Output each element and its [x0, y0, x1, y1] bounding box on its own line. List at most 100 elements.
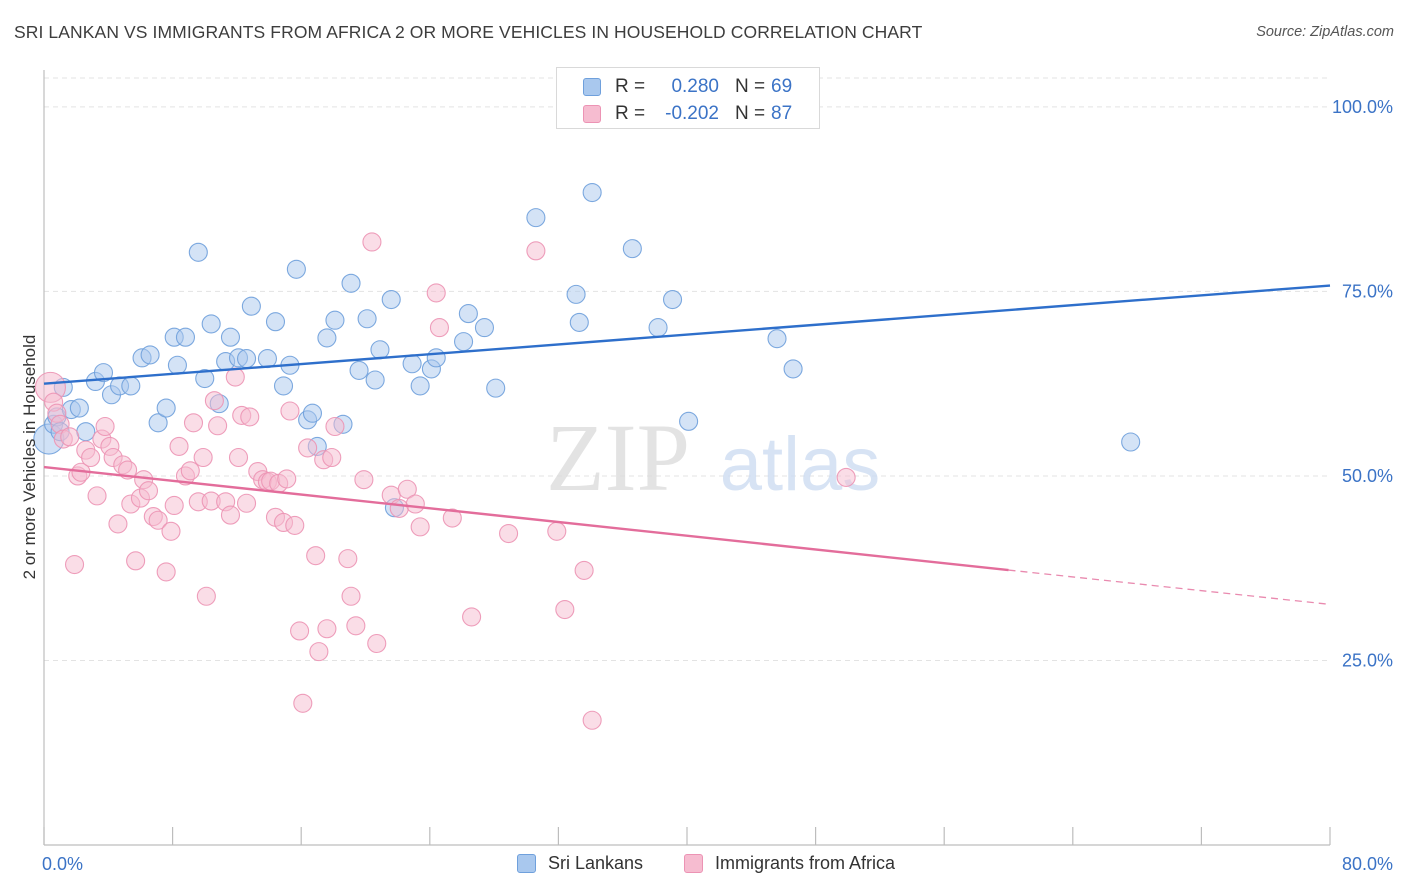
sri-lankans-point [195, 368, 215, 389]
immigrants-from-africa-point [164, 495, 184, 516]
sri-lankans-point [167, 355, 187, 375]
trend-lines [43, 284, 1331, 606]
n-value: 69 [771, 76, 793, 97]
sri-lankans-point [365, 370, 385, 390]
y-tick-label: 50.0% [1342, 466, 1393, 486]
immigrants-from-africa-point [426, 283, 446, 303]
sri-lankans-point [241, 296, 261, 316]
immigrants-from-africa-point [169, 436, 189, 456]
sri-lankans-point [148, 413, 168, 433]
sri-lankans-point [1121, 432, 1141, 452]
legend-row-immigrants-from-africa: R = -0.202 N = 87 [557, 100, 819, 128]
immigrants-from-africa-point [298, 438, 318, 458]
sri-lankans-point [156, 398, 176, 418]
sri-lankans-point [220, 327, 241, 347]
legend-label: Immigrants from Africa [715, 853, 896, 873]
immigrants-from-africa-point [183, 413, 204, 433]
sri-lankans-point [426, 348, 446, 368]
sri-lankans-point [569, 312, 589, 332]
sri-lankans-point [325, 310, 345, 330]
trend-line-solid [43, 465, 1009, 572]
legend-row-sri-lankans: R = 0.280 N = 69 [557, 73, 819, 101]
y-tick-label: 100.0% [1332, 97, 1393, 117]
immigrants-from-africa-point [148, 510, 168, 530]
legend-swatch-pink [684, 854, 703, 873]
immigrants-from-africa-point [220, 505, 241, 525]
trend-line-solid [43, 284, 1331, 385]
sri-lankans-point [454, 332, 474, 352]
immigrants-from-africa-point [547, 521, 567, 541]
legend-label: Sri Lankans [548, 853, 644, 873]
immigrants-from-africa-point [526, 241, 546, 261]
watermark-atlas: atlas [720, 422, 881, 507]
immigrants-from-africa-point [442, 508, 462, 528]
sri-lankans-point [175, 327, 196, 347]
n-label: N = [735, 103, 766, 124]
immigrants-from-africa-point [405, 494, 425, 514]
immigrants-from-africa-point [574, 560, 594, 580]
legend-swatch-blue [517, 854, 536, 873]
source-credit: Source: ZipAtlas.com [1256, 24, 1394, 40]
trend-line-dashed [1008, 569, 1331, 606]
sri-lankans-point [341, 273, 361, 293]
immigrants-from-africa-point [346, 616, 366, 636]
sri-lankans-point [349, 360, 369, 380]
r-label: R = [615, 76, 646, 97]
immigrants-from-africa-point [290, 621, 310, 641]
sri-lankans-point [622, 239, 642, 259]
immigrants-from-africa-point [240, 407, 260, 427]
immigrants-from-africa-point [354, 470, 374, 490]
sri-lankans-point [317, 328, 337, 348]
sri-lankans-point [93, 363, 114, 383]
immigrants-from-africa-point [156, 562, 176, 582]
sri-lankans-point [76, 422, 96, 442]
immigrants-from-africa-point [306, 546, 326, 566]
sri-lankans-point [286, 259, 306, 279]
immigrants-from-africa-point [126, 551, 146, 571]
y-tick-label: 25.0% [1342, 650, 1393, 670]
sri-lankans-point [402, 354, 422, 374]
immigrants-from-africa-point [208, 416, 228, 436]
legend-swatch-pink [583, 105, 601, 123]
sri-lankans-point [582, 182, 602, 203]
sri-lankans-point [257, 349, 277, 369]
sri-lankans-point [474, 318, 495, 338]
sri-lankans-point [767, 329, 787, 349]
r-label: R = [615, 103, 646, 124]
sri-lankans-point [410, 376, 430, 396]
immigrants-from-africa-point [367, 633, 387, 654]
x-tick-label-min: 0.0% [42, 854, 83, 874]
series-1 [34, 232, 856, 730]
sri-lankans-point [188, 242, 208, 262]
sri-lankans-point [648, 318, 668, 338]
y-tick-label: 75.0% [1342, 281, 1393, 301]
immigrants-from-africa-point [87, 486, 107, 506]
legend-swatch-blue [583, 78, 601, 96]
sri-lankans-point [458, 304, 478, 324]
axes [43, 70, 1331, 846]
immigrants-from-africa-point [64, 554, 85, 575]
immigrants-from-africa-point [499, 523, 519, 544]
sri-lankans-point [783, 359, 803, 379]
x-tick-label-max: 80.0% [1342, 854, 1393, 874]
series-legend: Sri Lankans Immigrants from Africa [0, 852, 1406, 876]
immigrants-from-africa-point [228, 447, 249, 468]
immigrants-from-africa-point [293, 693, 313, 713]
sri-lankans-point [662, 289, 683, 310]
sri-lankans-point [265, 312, 286, 332]
immigrants-from-africa-point [317, 619, 337, 639]
immigrants-from-africa-point [362, 232, 382, 252]
immigrants-from-africa-point [325, 416, 345, 437]
immigrants-from-africa-point [180, 461, 200, 481]
immigrants-from-africa-point [389, 498, 409, 518]
immigrants-from-africa-point [285, 515, 305, 535]
r-value: 0.280 [671, 76, 719, 97]
sri-lankans-point [69, 398, 89, 418]
immigrants-from-africa-point [236, 493, 257, 513]
immigrants-from-africa-point [60, 427, 80, 447]
sri-lankans-point [679, 411, 699, 431]
immigrants-from-africa-point [429, 318, 449, 338]
sri-lankans-point [526, 208, 546, 228]
sri-lankans-point [121, 376, 141, 396]
